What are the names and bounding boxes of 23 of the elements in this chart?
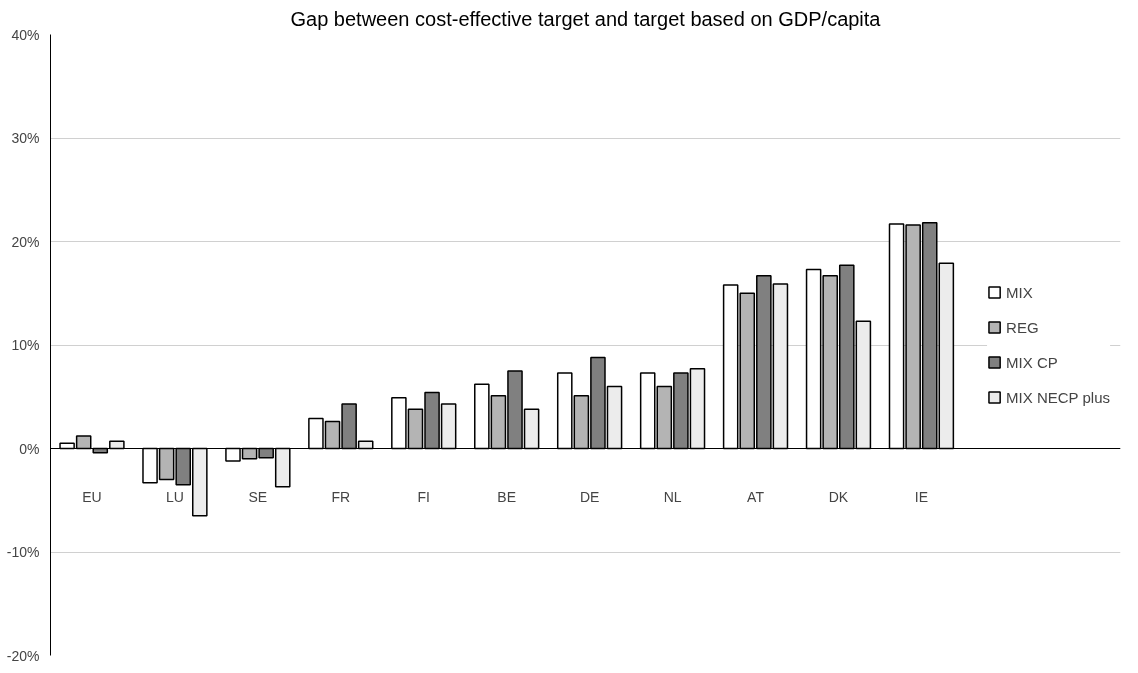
y-tick-label: 40% bbox=[11, 26, 40, 43]
legend-label: MIX bbox=[1006, 283, 1033, 301]
y-tick-label: 20% bbox=[11, 233, 40, 250]
x-tick-label: DE bbox=[579, 488, 600, 505]
y-tick-label: 30% bbox=[11, 130, 40, 146]
x-tick-label: BE bbox=[497, 488, 517, 505]
x-tick-label: NL bbox=[663, 488, 682, 505]
x-tick-label: DK bbox=[828, 488, 849, 505]
x-tick-label: FR bbox=[331, 488, 351, 505]
y-tick-label: 10% bbox=[11, 337, 40, 353]
x-tick-label: FI bbox=[417, 488, 430, 505]
x-tick-label: LU bbox=[165, 488, 184, 505]
y-tick-label: 0% bbox=[19, 440, 40, 457]
y-tick-label: -20% bbox=[6, 647, 40, 664]
x-tick-label: IE bbox=[914, 488, 929, 505]
x-tick-label: SE bbox=[248, 488, 268, 505]
x-tick-label: AT bbox=[747, 488, 765, 505]
legend-label: MIX CP bbox=[1006, 353, 1058, 371]
legend-label: REG bbox=[1006, 318, 1039, 336]
chart-title: Gap between cost-effective target and target based on GDP/capita bbox=[290, 7, 882, 30]
x-tick-label: EU bbox=[82, 488, 102, 505]
y-tick-label: -10% bbox=[6, 544, 40, 560]
legend-label: MIX NECP plus bbox=[1006, 388, 1110, 406]
